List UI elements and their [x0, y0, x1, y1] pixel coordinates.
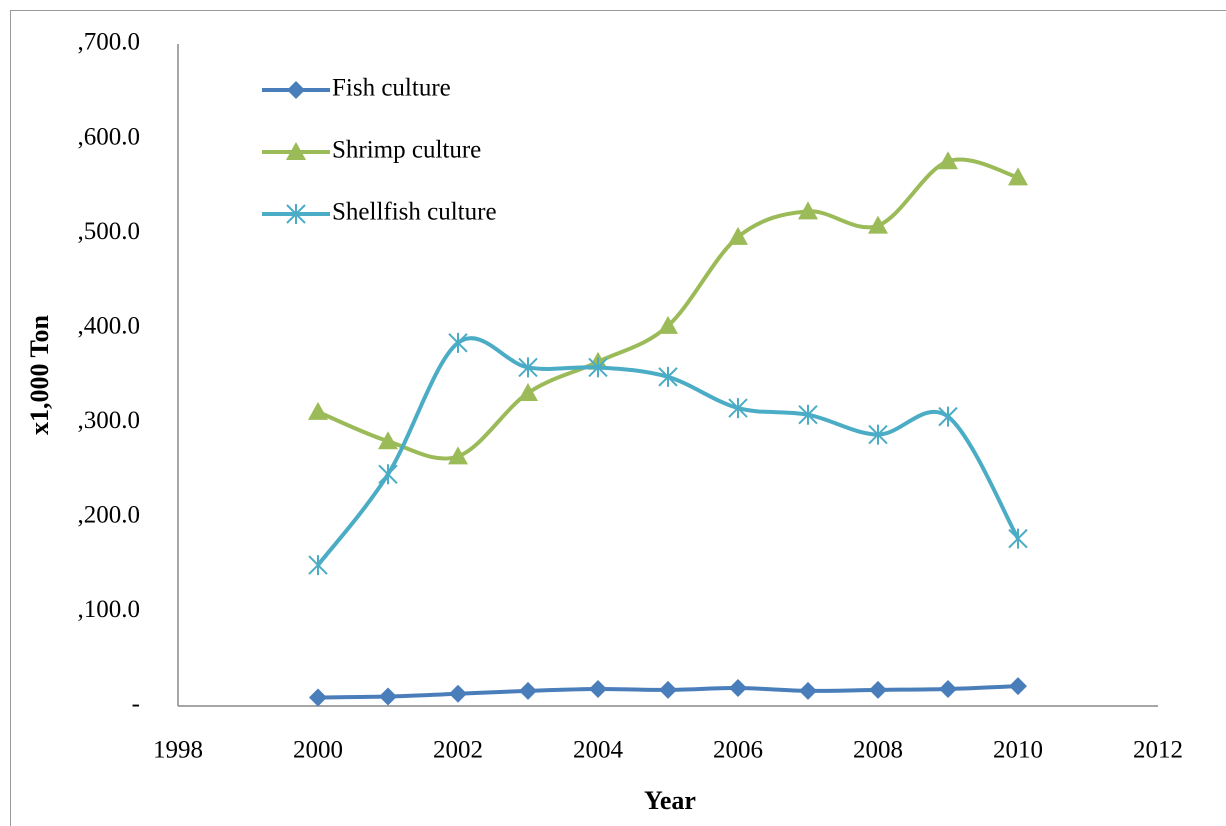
series-line: [316, 336, 1020, 567]
legend-label: Shellfish culture: [332, 199, 497, 226]
legend-label: Fish culture: [332, 75, 451, 102]
data-point: [799, 681, 817, 700]
data-point: [729, 679, 747, 698]
data-point: [1009, 677, 1027, 696]
x-tick-label: 2008: [853, 737, 903, 764]
data-point: [798, 404, 818, 425]
data-point: [869, 680, 887, 699]
y-tick-label: ,700.0: [78, 29, 141, 56]
data-point: [938, 406, 958, 427]
data-point: [939, 679, 957, 698]
x-tick-label: 1998: [153, 737, 203, 764]
data-point: [938, 151, 958, 170]
data-point: [518, 357, 538, 378]
data-point: [519, 681, 537, 700]
x-tick-label: 2006: [713, 737, 763, 764]
data-point: [309, 688, 327, 707]
y-axis-title: x1,000 Ton: [25, 314, 54, 434]
data-point: [378, 464, 398, 485]
data-point: [658, 366, 678, 387]
data-point: [588, 357, 608, 378]
data-point: [868, 215, 888, 234]
y-tick-label: ,200.0: [78, 502, 141, 529]
y-tick-label: ,300.0: [78, 407, 141, 434]
y-tick-label: ,400.0: [78, 312, 141, 339]
data-point: [378, 431, 398, 450]
chart-border: [10, 10, 1226, 826]
y-tick-label: ,500.0: [78, 218, 141, 245]
data-point: [659, 680, 677, 699]
y-tick-label: ,100.0: [78, 596, 141, 623]
data-point: [728, 398, 748, 419]
data-point: [1008, 167, 1028, 186]
data-point: [589, 679, 607, 698]
x-tick-label: 2000: [293, 737, 343, 764]
legend-marker: [287, 81, 305, 99]
data-point: [379, 687, 397, 706]
y-tick-label: -: [132, 691, 140, 718]
x-tick-label: 2004: [573, 737, 624, 764]
data-point: [518, 382, 538, 401]
data-point: [798, 201, 818, 220]
legend-marker: [286, 204, 306, 224]
x-tick-label: 2010: [993, 737, 1043, 764]
data-point: [308, 555, 328, 576]
legend-marker: [286, 142, 306, 160]
y-tick-label: ,600.0: [78, 123, 141, 150]
data-point: [658, 315, 678, 334]
data-point: [448, 446, 468, 465]
data-point: [308, 401, 328, 420]
x-tick-label: 2002: [433, 737, 483, 764]
series-line: [317, 157, 1019, 461]
data-point: [728, 226, 748, 245]
data-point: [448, 332, 468, 353]
legend-label: Shrimp culture: [332, 137, 481, 164]
data-point: [449, 684, 467, 703]
x-tick-label: 2012: [1133, 737, 1183, 764]
data-point: [1008, 528, 1028, 549]
data-point: [868, 424, 888, 445]
x-axis-title: Year: [644, 786, 696, 815]
